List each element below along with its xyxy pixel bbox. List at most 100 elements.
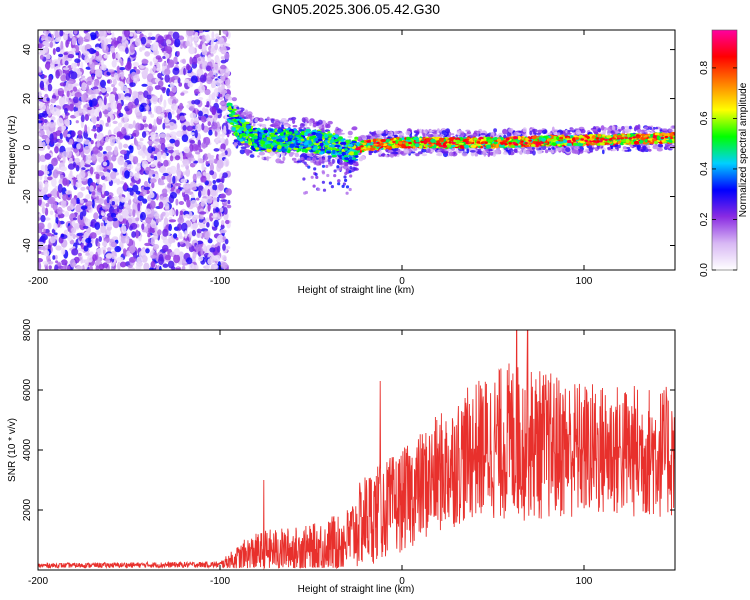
noise-blob: [214, 43, 218, 51]
noise-blob: [82, 107, 87, 115]
spectrogram-marks: [38, 30, 675, 270]
noise-blob: [167, 182, 172, 189]
noise-blob: [103, 43, 107, 51]
noise-blob: [38, 105, 42, 110]
noise-blob: [110, 101, 117, 110]
noise-blob: [89, 185, 94, 192]
noise-blob: [179, 102, 183, 111]
noise-blob: [38, 222, 45, 230]
noise-blob: [128, 153, 133, 162]
noise-blob: [130, 143, 134, 147]
noise-blob: [122, 248, 127, 254]
noise-blob: [189, 132, 196, 136]
noise-blob: [60, 74, 68, 82]
noise-blob: [118, 45, 126, 52]
noise-blob: [198, 190, 202, 198]
noise-blob: [99, 30, 104, 37]
band-tail: [321, 170, 325, 174]
noise-blob: [200, 200, 205, 207]
noise-blob: [192, 173, 197, 182]
noise-blob: [170, 191, 177, 199]
noise-blob: [38, 140, 43, 149]
noise-blob: [44, 164, 48, 172]
noise-blob: [144, 51, 151, 57]
noise-blob: [132, 184, 139, 193]
band-tail: [327, 158, 331, 162]
noise-blob: [137, 195, 144, 202]
band-tail: [333, 174, 337, 178]
noise-blob: [116, 36, 123, 45]
noise-blob: [196, 171, 202, 179]
band-halo: [291, 157, 297, 161]
band-halo: [233, 142, 238, 147]
band-tail: [322, 188, 327, 192]
noise-blob: [147, 233, 151, 238]
noise-blob: [197, 158, 204, 164]
noise-blob: [214, 74, 218, 78]
band-halo: [261, 123, 267, 129]
noise-blob: [219, 193, 227, 199]
noise-blob: [76, 232, 84, 237]
noise-blob: [154, 155, 158, 161]
noise-blob: [137, 146, 141, 150]
noise-blob: [203, 153, 209, 161]
noise-blob: [49, 104, 55, 114]
noise-blob: [150, 220, 157, 229]
band-tail: [352, 166, 356, 170]
band-halo: [617, 128, 623, 131]
band-halo: [394, 130, 399, 135]
noise-blob: [79, 235, 82, 242]
noise-blob: [72, 96, 79, 104]
noise-blob: [201, 50, 208, 56]
noise-blob: [71, 220, 76, 226]
noise-blob: [89, 264, 93, 270]
band-halo: [456, 131, 461, 136]
noise-blob: [60, 233, 65, 238]
noise-blob: [135, 168, 139, 172]
noise-blob: [162, 87, 166, 94]
noise-blob: [202, 243, 207, 252]
noise-blob: [80, 159, 85, 167]
noise-blob: [46, 176, 53, 181]
noise-blob: [67, 57, 72, 62]
noise-blob: [137, 202, 141, 212]
noise-blob: [81, 82, 87, 92]
noise-blob: [124, 170, 130, 179]
noise-blob: [160, 142, 166, 151]
noise-blob: [191, 187, 197, 191]
noise-blob: [216, 245, 221, 253]
band-halo: [551, 146, 555, 150]
noise-blob: [209, 163, 214, 172]
noise-blob: [162, 188, 168, 195]
band-halo: [656, 147, 663, 152]
noise-blob: [74, 157, 80, 163]
noise-blob: [202, 171, 207, 177]
noise-blob: [75, 181, 83, 188]
band-halo: [523, 148, 527, 155]
band-halo: [378, 154, 382, 157]
band-tail: [337, 182, 341, 186]
noise-blob: [61, 125, 67, 131]
noise-blob: [125, 220, 130, 230]
noise-blob: [85, 252, 90, 256]
noise-blob: [168, 223, 172, 232]
noise-blob: [105, 136, 109, 143]
noise-blob: [96, 248, 104, 255]
noise-blob: [48, 75, 53, 84]
band-halo: [627, 148, 632, 152]
noise-blob: [75, 52, 80, 56]
noise-blob: [129, 43, 135, 53]
noise-blob: [154, 85, 161, 90]
noise-blob: [112, 236, 119, 240]
noise-blob: [42, 170, 50, 175]
noise-blob: [101, 103, 106, 112]
noise-blob: [94, 107, 101, 117]
noise-blob: [207, 54, 212, 62]
band-halo: [240, 112, 247, 116]
noise-blob: [50, 116, 56, 121]
noise-blob: [141, 160, 149, 169]
band-halo: [414, 134, 418, 137]
noise-blob: [97, 242, 101, 248]
noise-blob: [208, 129, 213, 136]
noise-blob: [207, 121, 212, 127]
